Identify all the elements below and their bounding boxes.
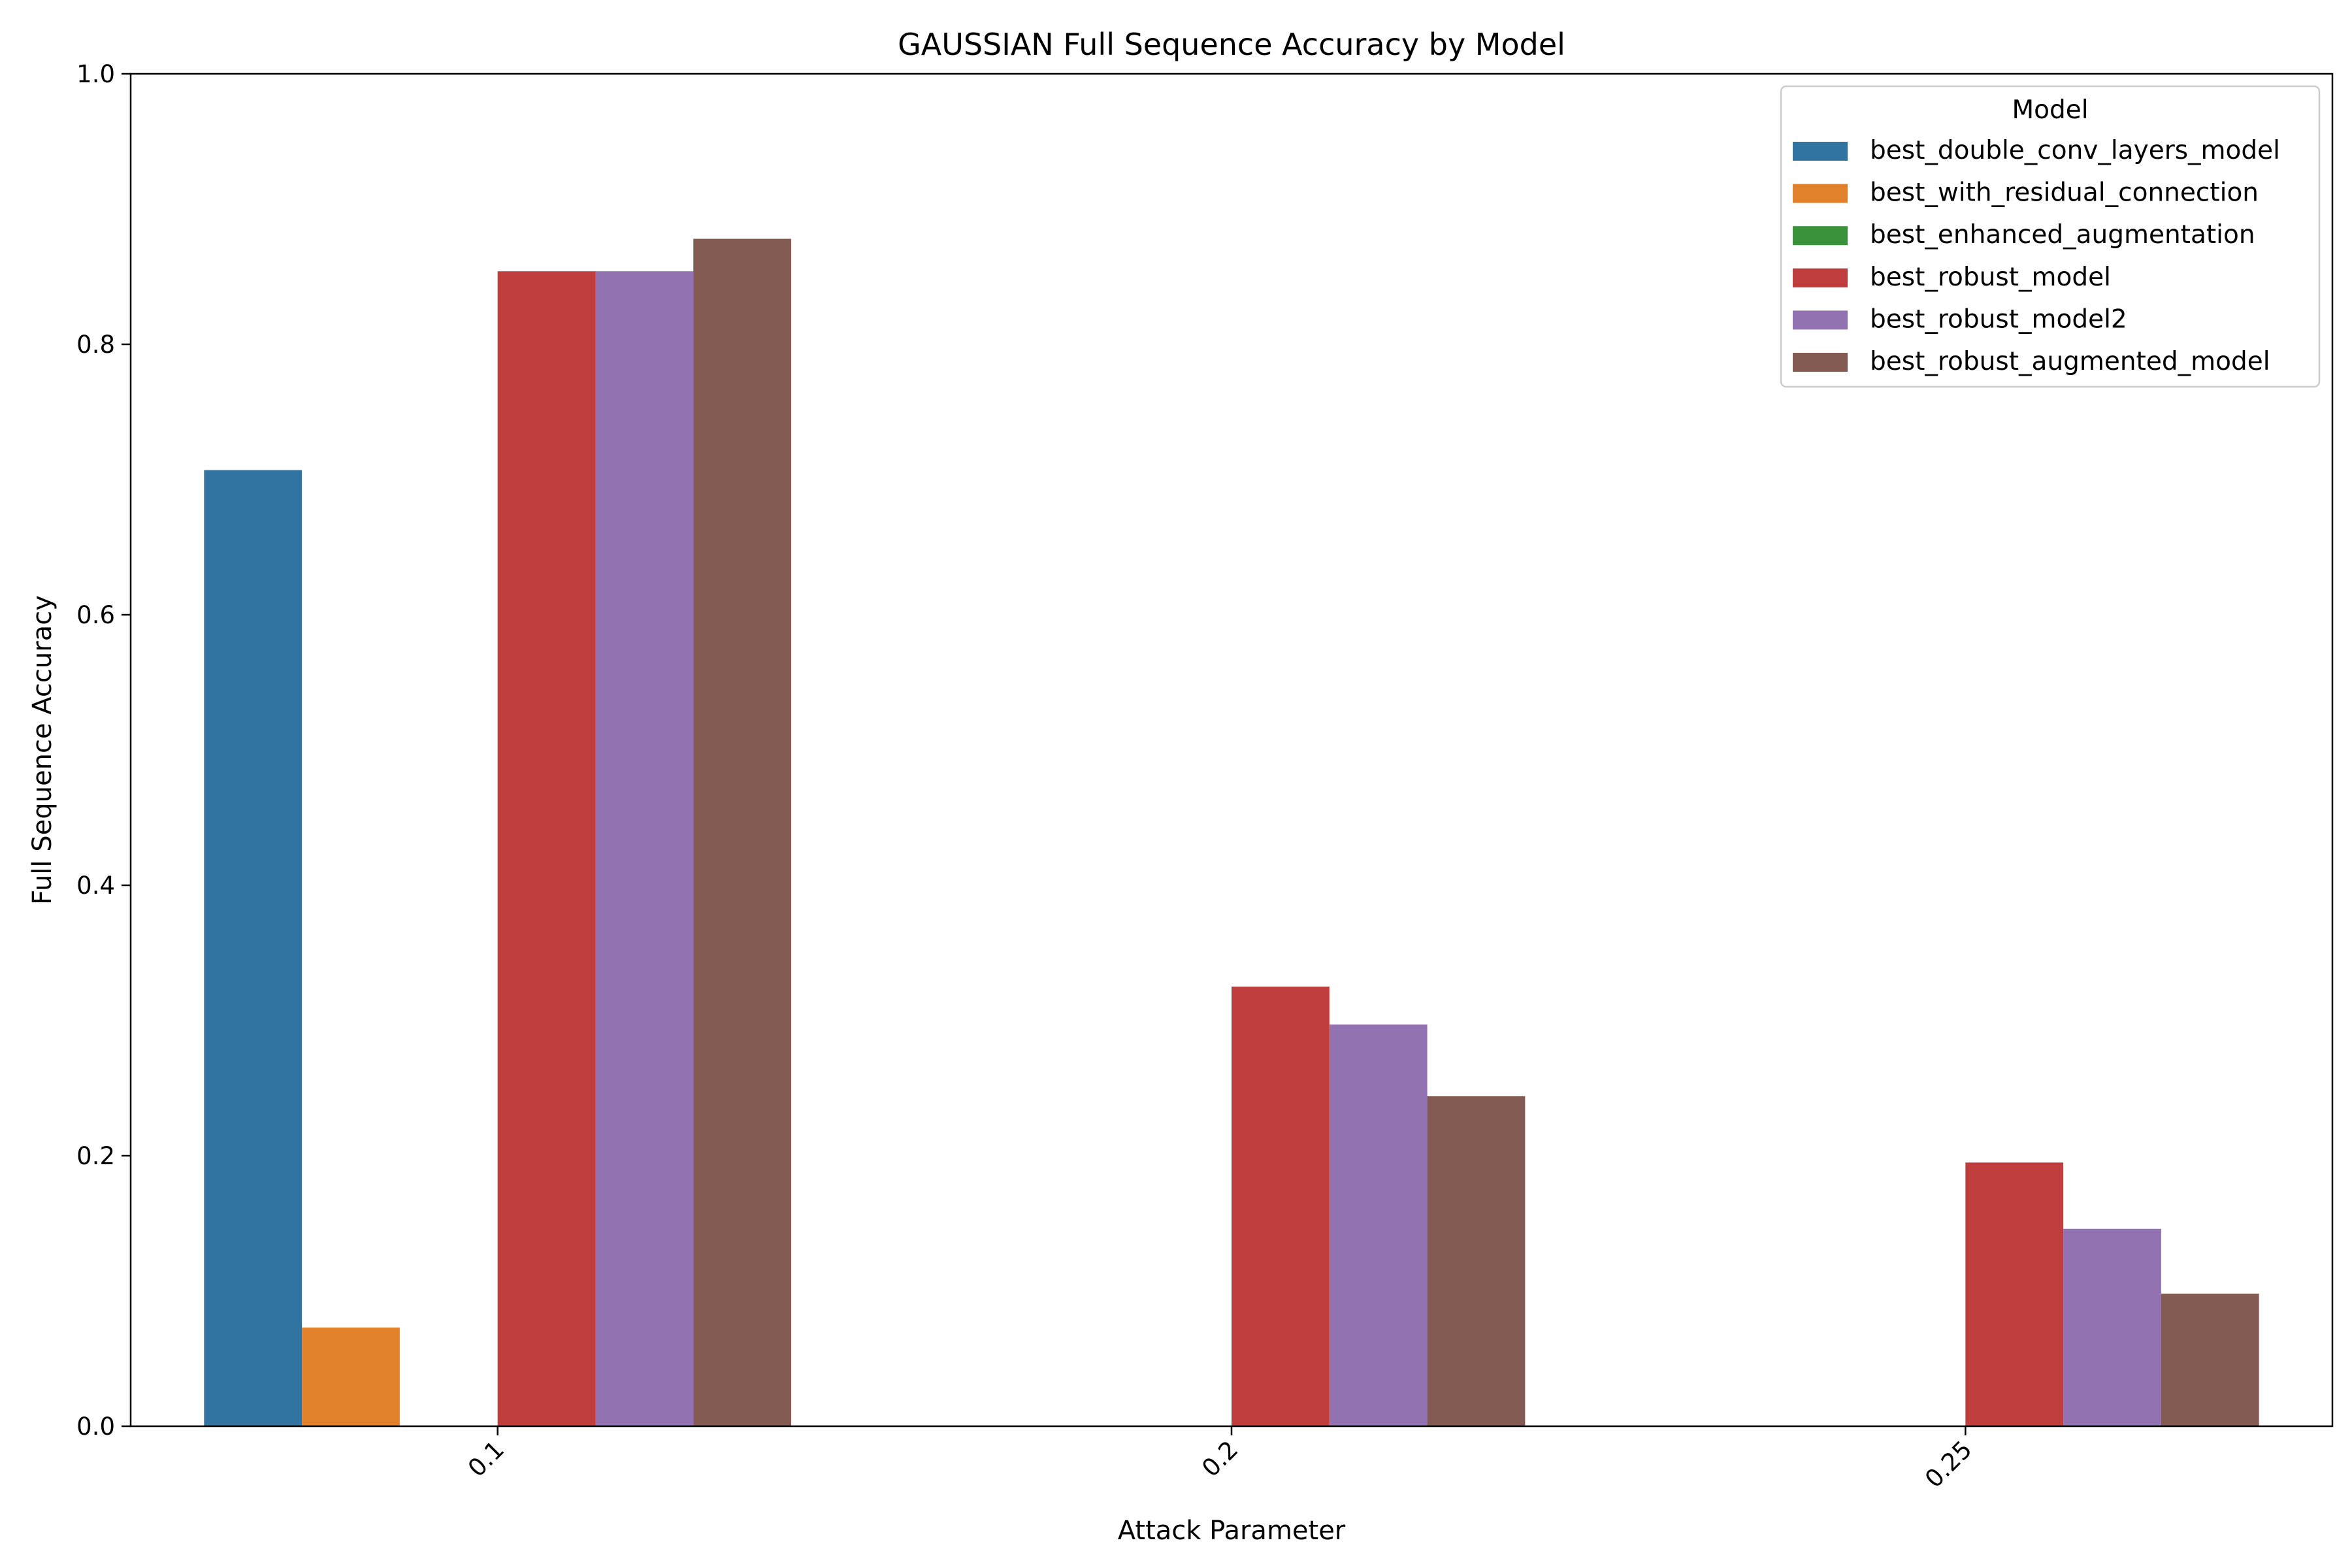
bar-best_robust_model-0.2 xyxy=(1232,987,1330,1426)
y-tick-label: 1.0 xyxy=(76,60,115,88)
bar-best_robust_model2-0.25 xyxy=(2063,1228,2161,1426)
bar-best_robust_augmented_model-0.2 xyxy=(1427,1096,1526,1426)
bar-best_with_residual_connection-0.1 xyxy=(302,1327,400,1426)
legend-frame xyxy=(1780,85,2321,388)
y-tick-label: 0.4 xyxy=(76,872,115,900)
legend-swatch xyxy=(1793,142,1848,161)
chart-title: GAUSSIAN Full Sequence Accuracy by Model xyxy=(898,27,1565,62)
bar-best_robust_model2-0.1 xyxy=(595,271,694,1427)
y-tick-label: 0.2 xyxy=(76,1142,115,1170)
bar-best_robust_model-0.1 xyxy=(497,271,596,1427)
bar-best_robust_model-0.25 xyxy=(1965,1162,2064,1426)
legend-label: best_robust_augmented_model xyxy=(1870,347,2270,376)
legend-swatch xyxy=(1793,226,1848,246)
bar-best_double_conv_layers_model-0.1 xyxy=(204,470,302,1426)
legend-title: Model xyxy=(2012,95,2088,125)
legend-label: best_double_conv_layers_model xyxy=(1870,136,2280,165)
legend-label: best_robust_model xyxy=(1870,263,2111,292)
legend-swatch xyxy=(1793,310,1848,330)
legend-label: best_enhanced_augmentation xyxy=(1870,220,2255,250)
y-tick-label: 0.0 xyxy=(76,1413,115,1441)
legend-swatch xyxy=(1793,268,1848,287)
legend: Model best_double_conv_layers_modelbest_… xyxy=(1780,85,2321,388)
y-axis: 0.0 0.2 0.4 0.6 0.8 1.0 xyxy=(76,60,131,1441)
legend-label: best_robust_model2 xyxy=(1870,304,2127,334)
y-axis-label: Full Sequence Accuracy xyxy=(27,595,57,905)
legend-items: best_double_conv_layers_model best_with_r… xyxy=(1793,136,2280,376)
bar-best_robust_model2-0.2 xyxy=(1329,1024,1428,1426)
bar-best_robust_augmented_model-0.1 xyxy=(693,238,791,1426)
y-tick-label: 0.8 xyxy=(76,331,115,359)
legend-swatch xyxy=(1793,353,1848,372)
y-tick-label: 0.6 xyxy=(76,601,115,629)
bars-group xyxy=(204,238,2259,1427)
legend-label: best_with_residual_connection xyxy=(1870,178,2259,208)
x-axis-label: Attack Parameter xyxy=(1118,1516,1346,1546)
bar-best_robust_augmented_model-0.25 xyxy=(2161,1294,2259,1426)
legend-swatch xyxy=(1793,184,1848,203)
